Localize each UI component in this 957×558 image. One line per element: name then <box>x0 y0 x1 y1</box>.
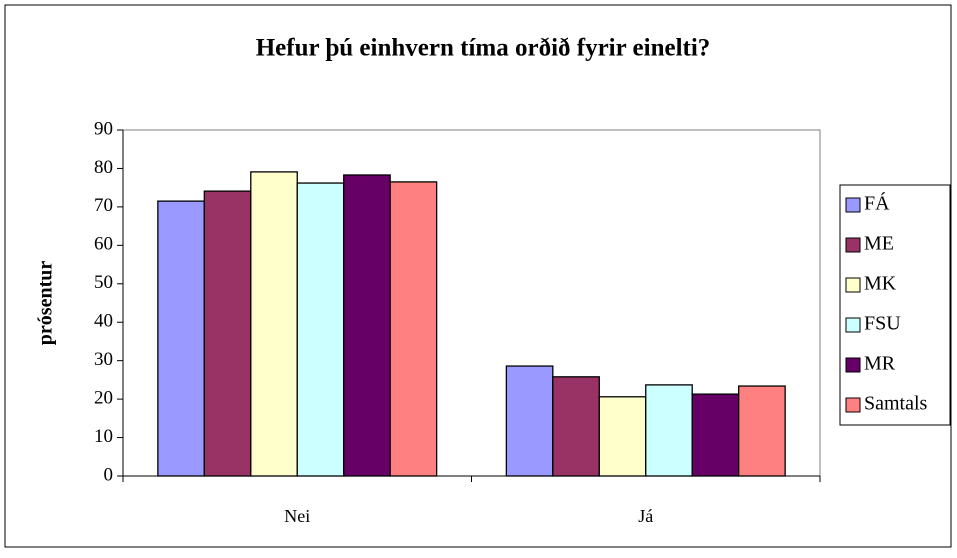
legend-swatch <box>845 317 861 333</box>
bar <box>203 190 252 477</box>
y-tick-label: 70 <box>94 195 113 216</box>
legend-label: FÁ <box>864 192 890 215</box>
bar <box>505 365 554 477</box>
bar <box>552 376 600 477</box>
y-tick-label: 40 <box>94 311 113 332</box>
y-tick-label: 30 <box>94 349 113 370</box>
y-tick-label: 20 <box>94 387 113 408</box>
x-tick-label: Nei <box>284 506 310 526</box>
y-tick-label: 0 <box>104 464 114 485</box>
legend-label: ME <box>864 233 894 255</box>
bar <box>343 174 391 477</box>
legend-label: MK <box>864 273 897 295</box>
legend-swatch <box>845 357 861 373</box>
legend-label: FSU <box>864 313 901 335</box>
legend-swatch <box>845 197 861 213</box>
legend-label: Samtals <box>864 393 928 415</box>
y-tick-label: 50 <box>94 272 113 293</box>
bar <box>738 385 786 477</box>
legend-box <box>839 184 951 426</box>
legend-swatch <box>845 277 861 293</box>
legend-swatch <box>845 237 861 253</box>
y-axis-label: prósentur <box>35 261 57 346</box>
bar <box>691 393 740 477</box>
y-tick-label: 10 <box>94 426 113 447</box>
bar <box>250 171 298 477</box>
y-tick-label: 60 <box>94 234 113 255</box>
y-tick-label: 80 <box>94 157 113 178</box>
y-tick-label: 90 <box>94 118 113 139</box>
legend-label: MR <box>864 353 896 375</box>
legend-swatch <box>845 397 861 413</box>
bar <box>296 182 345 477</box>
bar <box>645 384 693 477</box>
x-tick-label: Já <box>638 506 653 526</box>
bar <box>389 181 438 477</box>
bar <box>157 200 205 477</box>
chart-title: Hefur þú einhvern tíma orðið fyrir einel… <box>256 35 711 62</box>
bar <box>598 396 647 477</box>
